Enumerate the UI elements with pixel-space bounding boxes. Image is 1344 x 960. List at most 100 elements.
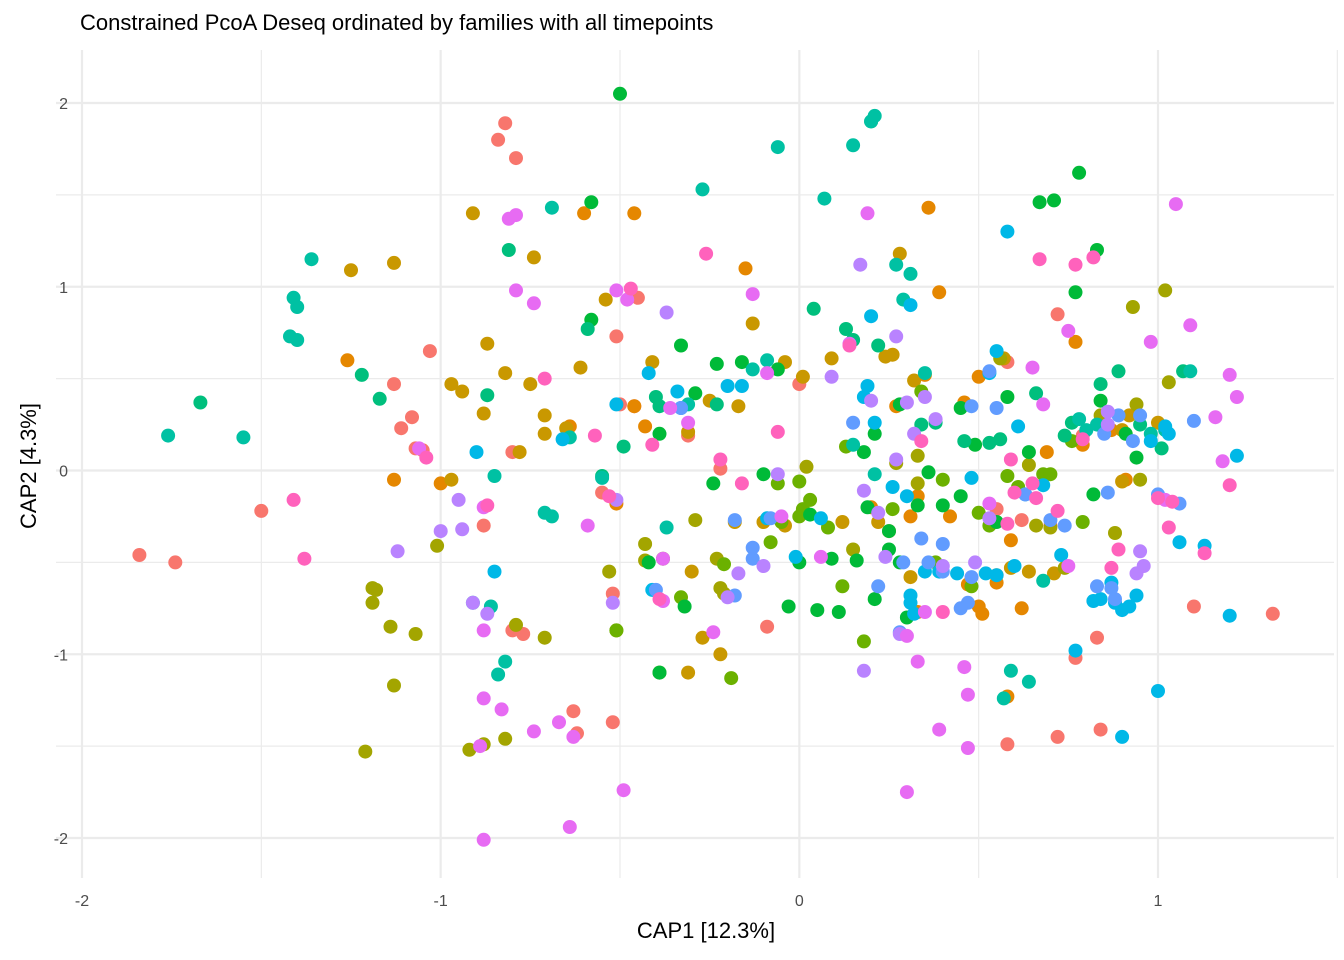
- data-point: [824, 351, 839, 366]
- data-point: [989, 568, 1004, 583]
- data-point: [921, 200, 936, 215]
- data-point: [713, 452, 728, 467]
- data-point: [799, 459, 814, 474]
- data-point: [491, 667, 506, 682]
- data-point: [867, 467, 882, 482]
- data-point: [935, 559, 950, 573]
- data-point: [387, 377, 401, 392]
- data-point: [645, 355, 660, 370]
- data-point: [734, 379, 749, 393]
- data-point: [1061, 559, 1076, 573]
- data-point: [1133, 408, 1148, 423]
- data-point: [1003, 452, 1018, 467]
- data-point: [953, 601, 968, 616]
- data-point: [1050, 503, 1065, 518]
- data-point: [537, 408, 552, 423]
- data-point: [1129, 450, 1144, 465]
- data-point: [978, 566, 993, 581]
- data-point: [609, 329, 624, 344]
- data-point: [526, 296, 541, 311]
- data-point: [1136, 559, 1151, 573]
- data-point: [982, 435, 997, 450]
- data-point: [476, 406, 491, 421]
- data-point: [419, 450, 434, 465]
- data-point: [168, 555, 183, 570]
- data-point: [763, 535, 778, 550]
- data-point: [387, 255, 401, 270]
- data-point: [641, 555, 656, 570]
- data-point: [846, 437, 861, 452]
- data-point: [1047, 566, 1061, 581]
- data-point: [889, 452, 904, 467]
- data-point: [734, 355, 749, 370]
- y-tick-label: -2: [54, 831, 68, 848]
- data-point: [1086, 250, 1101, 265]
- data-point: [1215, 454, 1230, 469]
- data-point: [1186, 599, 1201, 614]
- data-point: [993, 432, 1008, 447]
- data-point: [1111, 408, 1126, 423]
- data-point: [989, 344, 1004, 359]
- data-point: [286, 290, 301, 305]
- tick-labels: -2 -1 0 1 -2 -1 0 1 2: [54, 96, 1163, 910]
- data-point: [580, 322, 595, 336]
- data-point: [1003, 533, 1018, 548]
- data-point: [652, 592, 667, 607]
- data-point: [1054, 548, 1069, 562]
- data-point: [899, 395, 914, 410]
- data-point: [770, 467, 785, 482]
- data-point: [476, 518, 491, 533]
- data-point: [889, 257, 904, 272]
- data-point: [745, 362, 760, 377]
- x-axis-title: CAP1 [12.3%]: [637, 918, 775, 943]
- data-point: [745, 540, 760, 555]
- data-point: [968, 437, 983, 452]
- data-point: [1125, 300, 1140, 314]
- data-point: [899, 628, 914, 643]
- data-point: [892, 246, 907, 261]
- data-point: [1011, 419, 1026, 434]
- data-point: [1208, 410, 1223, 425]
- data-point: [523, 377, 538, 392]
- data-point: [1090, 579, 1104, 594]
- data-point: [860, 379, 875, 393]
- data-point: [674, 401, 688, 415]
- data-point: [910, 654, 925, 669]
- data-point: [645, 437, 660, 452]
- data-point: [465, 206, 480, 221]
- data-point: [1172, 535, 1187, 550]
- data-point: [132, 548, 147, 562]
- data-point: [494, 702, 509, 717]
- data-point: [1014, 513, 1029, 528]
- data-point: [960, 741, 975, 755]
- data-point: [917, 390, 932, 404]
- data-point: [996, 691, 1011, 706]
- data-point: [509, 151, 523, 166]
- data-point: [390, 544, 405, 559]
- data-point: [824, 551, 839, 566]
- data-point: [1115, 474, 1130, 489]
- data-point: [853, 257, 868, 272]
- data-point: [910, 498, 925, 513]
- data-point: [433, 524, 448, 539]
- data-point: [1000, 224, 1015, 239]
- data-point: [932, 285, 947, 300]
- data-point: [910, 448, 925, 463]
- data-point: [1057, 428, 1072, 443]
- data-point: [613, 86, 627, 101]
- data-point: [935, 537, 950, 551]
- data-point: [1039, 445, 1054, 460]
- data-point: [498, 366, 513, 381]
- data-point: [1068, 334, 1083, 349]
- data-point: [1122, 408, 1137, 423]
- data-point: [1229, 390, 1244, 404]
- data-point: [451, 492, 466, 507]
- data-point: [899, 785, 914, 800]
- data-point: [430, 538, 445, 553]
- data-point: [304, 252, 319, 267]
- data-point: [1093, 377, 1108, 392]
- data-point: [731, 566, 746, 581]
- data-point: [1229, 448, 1244, 463]
- data-point: [1197, 546, 1212, 561]
